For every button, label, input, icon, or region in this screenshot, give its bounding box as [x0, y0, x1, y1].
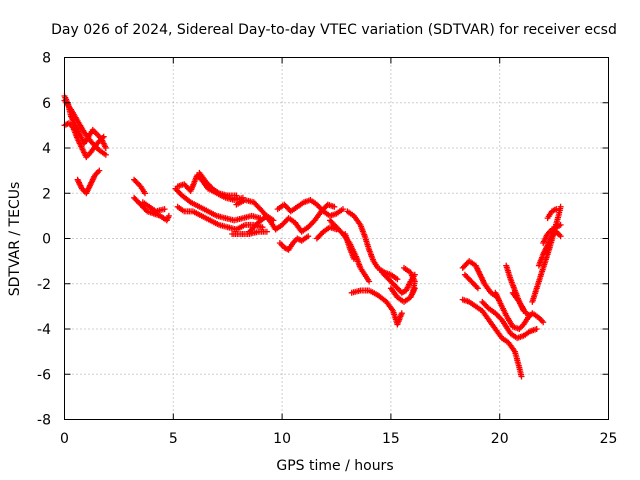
- series-tr4: [74, 167, 103, 197]
- y-tick-label: 6: [42, 96, 51, 112]
- series-tr3: [61, 97, 109, 158]
- x-axis-label: GPS time / hours: [276, 458, 393, 474]
- series-marks: [509, 289, 534, 319]
- series-tr26: [459, 258, 501, 301]
- grid: [64, 57, 609, 420]
- axis-ticks: [64, 57, 609, 420]
- series-marks: [492, 289, 547, 332]
- series-marks: [61, 97, 109, 158]
- series-tr6: [131, 194, 172, 224]
- series-marks: [401, 264, 418, 296]
- y-tick-label: -2: [37, 277, 51, 293]
- series-marks: [74, 167, 103, 197]
- x-tick-label: 15: [382, 431, 400, 447]
- series-marks: [196, 169, 240, 199]
- x-tick-label: 5: [169, 431, 178, 447]
- series-marks: [344, 208, 401, 283]
- x-tick-label: 20: [491, 431, 509, 447]
- series-tr33: [529, 203, 564, 305]
- series-marks: [461, 271, 481, 292]
- y-tick-label: -4: [37, 322, 51, 338]
- series-marks: [139, 199, 168, 215]
- series-marks: [172, 185, 264, 224]
- y-tick-label: 2: [42, 186, 51, 202]
- series-marks: [131, 194, 172, 224]
- series-marks: [272, 201, 338, 235]
- series-tr25: [401, 264, 418, 296]
- series-tr30: [492, 289, 547, 332]
- x-tick-label: 0: [60, 431, 69, 447]
- series-marks: [459, 258, 501, 301]
- series-tr36: [544, 206, 560, 222]
- series-tr17: [276, 233, 312, 253]
- series-tr11: [196, 169, 240, 199]
- y-axis-label: SDTVAR / TECUs: [7, 182, 23, 297]
- series-tr28: [459, 296, 525, 380]
- series-marks: [535, 228, 564, 269]
- series-tr15: [274, 197, 346, 219]
- series-marks: [229, 228, 270, 237]
- x-tick-label: 25: [600, 431, 618, 447]
- y-tick-label: 4: [42, 141, 51, 157]
- data-points: [61, 93, 564, 380]
- series-marks: [274, 197, 346, 219]
- x-tick-label: 10: [273, 431, 291, 447]
- y-tick-label: -8: [37, 413, 51, 429]
- series-marks: [342, 231, 357, 262]
- y-tick-label: 8: [42, 51, 51, 67]
- series-marks: [544, 206, 560, 222]
- series-tr29: [479, 298, 540, 342]
- series-tr22: [348, 287, 405, 328]
- series-tr16: [272, 201, 338, 235]
- series-tr7: [139, 199, 168, 215]
- series-marks: [348, 287, 405, 328]
- series-tr34: [535, 228, 564, 269]
- y-tick-label: 0: [42, 232, 51, 248]
- series-marks: [479, 298, 540, 342]
- series-marks: [540, 221, 564, 246]
- series-marks: [529, 203, 564, 305]
- series-tr21: [344, 208, 401, 283]
- series-tr35: [540, 221, 564, 246]
- series-tr32: [509, 289, 534, 319]
- tick-labels: 0 5 10 15 20 25 -8 -6 -4 -2 0 2 4 6 8: [37, 51, 617, 448]
- series-marks: [459, 296, 525, 380]
- y-tick-label: -6: [37, 367, 51, 383]
- series-marks: [276, 233, 312, 253]
- series-tr5: [131, 176, 148, 197]
- chart-title: Day 026 of 2024, Sidereal Day-to-day VTE…: [51, 22, 617, 38]
- series-tr27: [461, 271, 481, 292]
- series-marks: [131, 176, 148, 197]
- series-tr20: [342, 231, 357, 262]
- series-tr14: [229, 228, 270, 237]
- series-tr9: [172, 185, 264, 224]
